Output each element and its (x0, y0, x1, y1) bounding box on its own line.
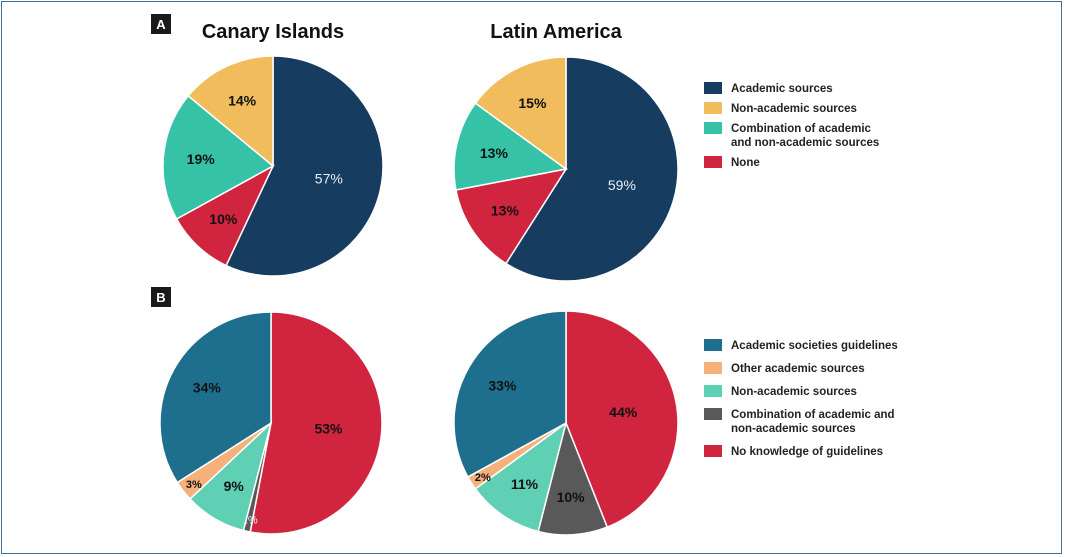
pie-slice-academic-societies-guidelines (453, 310, 567, 478)
legend-label: No knowledge of guidelines (731, 446, 883, 458)
legend-label: Non-academic sources (731, 386, 857, 398)
legend-swatch (704, 408, 722, 420)
pie-slice-non-academic-sources (474, 421, 568, 533)
pie-label-academic-sources: 59% (608, 177, 636, 193)
legend-swatch (704, 156, 722, 168)
pie-slice-no-knowledge-of-guidelines (249, 311, 383, 535)
pie-label-combination-of-academic-and-non-academic-sources: 10% (557, 489, 586, 505)
legend-label: None (731, 157, 760, 169)
pie-label-no-knowledge-of-guidelines: 53% (314, 420, 343, 436)
legend-item-non-academic-sources: Non-academic sources (704, 102, 857, 115)
pie-slice-no-knowledge-of-guidelines (565, 310, 679, 529)
pie-chart-1: 57% 10% 19% 14% (162, 55, 384, 277)
pie-label-non-academic-sources: 15% (518, 95, 547, 111)
legend-panel-a: Academic sources Non-academic sources Comb… (704, 82, 879, 169)
panel-a-badge: A (151, 14, 171, 34)
legend-label: and non-academic sources (731, 137, 879, 149)
pie-label-non-academic-sources: 14% (228, 92, 257, 108)
pie-chart-4: 44% 10% 11% 2% 33% (453, 310, 679, 536)
pie-label-none: 10% (209, 211, 238, 227)
pie-slice-non-academic-sources (474, 56, 567, 171)
chart-title-canary: Canary Islands (202, 21, 344, 43)
legend-label: Non-academic sources (731, 103, 857, 115)
legend-item-combination-of-academic-and-non-academic-sources: Combination of academic and non-academic … (704, 122, 879, 149)
panel-b-badge: B (151, 287, 171, 307)
pie-label-no-knowledge-of-guidelines: 44% (609, 404, 638, 420)
pie-label-other-academic-sources: 3% (186, 479, 202, 491)
pie-chart-3: 53%1%9%3%34% (159, 311, 383, 535)
pie-slice-academic-societies-guidelines (159, 311, 272, 484)
pie-label-academic-societies-guidelines: 34% (193, 380, 222, 396)
pie-label-none: 13% (491, 203, 520, 219)
pie-label-non-academic-sources: 9% (224, 478, 245, 494)
pie-slice-non-academic-sources (187, 55, 274, 168)
panel-b-badge-text: B (156, 290, 165, 305)
legend-swatch (704, 122, 722, 134)
pie-slice-none (455, 167, 568, 265)
legend-swatch (704, 362, 722, 374)
legend-item-other-academic-sources: Other academic sources (704, 362, 865, 375)
legend-label: Academic sources (731, 83, 833, 95)
pie-charts: 57%10%19%14%59%13%13%15%53%1%9%3%34%44%1… (159, 55, 679, 536)
pie-slice-academic-sources (504, 56, 679, 282)
legend-label: Other academic sources (731, 363, 865, 375)
legend-swatch (704, 102, 722, 114)
chart-title-latam: Latin America (490, 21, 622, 43)
pie-label-combination-of-academic-and-non-academic-sources: 19% (187, 151, 216, 167)
legend-swatch (704, 385, 722, 397)
legend-item-no-knowledge-of-guidelines: No knowledge of guidelines (704, 445, 883, 458)
pie-label-academic-sources: 57% (315, 171, 343, 187)
legend-panel-b: Academic societies guidelines Other acade… (704, 339, 898, 458)
legend-label: non-academic sources (731, 423, 856, 435)
pie-label-combination-of-academic-and-non-academic-sources: 13% (480, 145, 509, 161)
pie-slice-academic-sources (225, 55, 384, 277)
panel-a-badge-text: A (156, 17, 166, 32)
pie-slice-combination-of-academic-and-non-academic-sources (453, 102, 568, 191)
legend-item-combination-of-academic-and-non-academic-sources: Combination of academic and non-academic … (704, 408, 895, 435)
legend-label: Combination of academic and (731, 409, 895, 421)
legend-swatch (704, 445, 722, 457)
pie-label-other-academic-sources: 2% (475, 472, 491, 484)
legend-item-academic-societies-guidelines: Academic societies guidelines (704, 339, 898, 352)
legend-label: Academic societies guidelines (731, 340, 898, 352)
pie-label-academic-societies-guidelines: 33% (488, 377, 517, 393)
legend-label: Combination of academic (731, 123, 872, 135)
pie-chart-2: 59% 13% 13% 15% (453, 56, 679, 282)
pie-slice-combination-of-academic-and-non-academic-sources (162, 94, 275, 221)
legend-swatch (704, 339, 722, 351)
legend-item-none: None (704, 156, 760, 169)
legend-item-academic-sources: Academic sources (704, 82, 833, 95)
pie-label-non-academic-sources: 11% (511, 476, 539, 492)
legend-swatch (704, 82, 722, 94)
legend-item-non-academic-sources: Non-academic sources (704, 385, 857, 398)
